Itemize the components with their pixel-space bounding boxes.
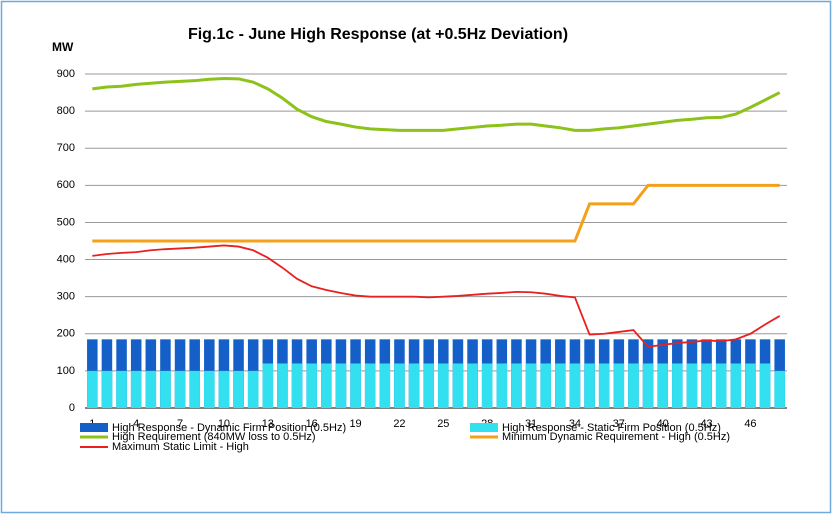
y-tick-label: 500 <box>57 216 75 228</box>
y-tick-label: 900 <box>57 68 75 80</box>
bar <box>174 370 186 408</box>
bar <box>277 363 288 408</box>
bar <box>569 363 581 408</box>
bar <box>204 370 215 408</box>
bar <box>525 363 537 408</box>
bar <box>423 363 434 408</box>
bar <box>628 363 639 408</box>
bar <box>467 363 478 408</box>
x-tick-label: 13 <box>262 418 274 430</box>
x-tick-label: 25 <box>437 418 449 430</box>
bar <box>511 363 522 408</box>
x-tick-label: 19 <box>349 418 361 430</box>
bar <box>701 363 712 408</box>
bar <box>262 363 274 408</box>
x-tick-label: 34 <box>569 418 581 430</box>
bar <box>335 363 347 408</box>
bar <box>686 363 698 408</box>
y-tick-label: 300 <box>57 291 75 303</box>
bar <box>189 370 200 408</box>
bar <box>730 363 742 408</box>
bar <box>745 363 756 408</box>
bar <box>496 363 508 408</box>
bar <box>715 363 727 408</box>
legend-label: High Response - Dynamic Firm Position (0… <box>112 422 346 434</box>
x-tick-label: 4 <box>133 418 139 430</box>
bar <box>350 363 361 408</box>
legend-label: High Response - Static Firm Position (0.… <box>502 422 721 434</box>
x-tick-label: 10 <box>218 418 230 430</box>
legend-label: Maximum Static Limit - High <box>112 441 249 453</box>
bar <box>642 363 654 408</box>
bar <box>672 363 683 408</box>
bar <box>145 370 157 408</box>
bar <box>408 363 420 408</box>
bar <box>291 363 303 408</box>
bar <box>613 363 625 408</box>
x-tick-label: 46 <box>744 418 756 430</box>
chart-title: Fig.1c - June High Response (at +0.5Hz D… <box>188 26 568 43</box>
x-tick-label: 16 <box>306 418 318 430</box>
bar <box>774 370 785 408</box>
legend-label: High Requirement (840MW loss to 0.5Hz) <box>112 431 316 443</box>
legend-label: Minimum Dynamic Requirement - High (0.5H… <box>502 431 730 443</box>
bar <box>481 363 493 408</box>
x-tick-label: 43 <box>700 418 712 430</box>
x-tick-label: 40 <box>657 418 669 430</box>
bar <box>87 370 98 408</box>
y-tick-label: 700 <box>57 142 75 154</box>
bar <box>218 370 230 408</box>
y-axis-label: MW <box>52 40 74 54</box>
line <box>92 183 780 243</box>
bar <box>306 363 317 408</box>
bar <box>130 370 142 408</box>
bar <box>101 370 113 408</box>
bar <box>452 363 464 408</box>
y-tick-label: 800 <box>57 105 75 117</box>
bar <box>394 363 405 408</box>
y-tick-label: 600 <box>57 179 75 191</box>
bar <box>364 363 376 408</box>
y-tick-label: 100 <box>57 365 75 377</box>
legend-swatch <box>80 423 108 432</box>
bar <box>598 363 610 408</box>
y-tick-label: 400 <box>57 253 75 265</box>
bar <box>247 370 259 408</box>
bar <box>233 370 244 408</box>
bar <box>321 363 332 408</box>
bar <box>584 363 595 408</box>
bar <box>438 363 449 408</box>
x-tick-label: 37 <box>613 418 625 430</box>
bar <box>555 363 566 408</box>
bar <box>540 363 551 408</box>
bar <box>116 370 127 408</box>
x-tick-label: 7 <box>177 418 183 430</box>
y-tick-label: 0 <box>69 402 75 414</box>
bar <box>160 370 171 408</box>
x-tick-label: 22 <box>393 418 405 430</box>
bar <box>379 363 391 408</box>
bar <box>657 363 668 408</box>
line <box>92 244 781 348</box>
line <box>92 76 781 132</box>
x-tick-label: 31 <box>525 418 537 430</box>
legend-swatch <box>470 423 498 432</box>
y-tick-label: 200 <box>57 328 75 340</box>
bar <box>759 363 771 408</box>
